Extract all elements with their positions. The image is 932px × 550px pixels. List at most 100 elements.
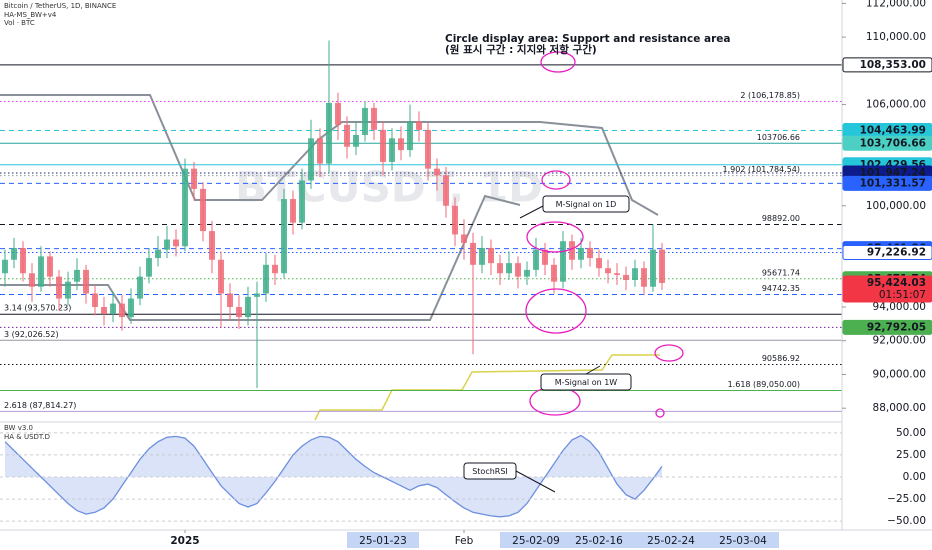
candle-body [65,281,71,299]
candle-body [209,231,215,260]
y-tick-label: 112,000.00 [866,0,926,9]
x-tick-box [635,532,707,548]
annotation: (원 표시 구간 : 지지와 저항 구간) [445,43,597,56]
candle-body [308,138,314,181]
candle-body [227,293,233,307]
candle-body [479,247,485,265]
candle-body [146,258,152,277]
level-label: 103706.66 [757,133,800,142]
candle-body [182,168,188,247]
candle-body [11,247,17,260]
candle-body [659,249,665,283]
y-tick-label: 100,000.00 [866,200,926,212]
osc-area [5,435,662,517]
candle-body [272,264,278,274]
candle-body [110,303,116,314]
x-tick-label: 25-03-04 [719,535,767,547]
candle-body [470,242,476,265]
candle-body [254,293,260,297]
y-tick-label: 88,000.00 [873,402,926,414]
candle-body [623,274,629,280]
candle-body [362,107,368,135]
candle-body [29,273,35,287]
candle-body [263,264,269,294]
candle-body [425,129,431,169]
candle-body [596,258,602,269]
level-label: 90586.92 [762,354,800,363]
candle-body [218,259,224,294]
price-label-box [842,175,932,191]
candle-body [281,199,287,274]
circle [540,51,576,73]
level-label: 3 (92,026.52) [4,330,59,339]
candle-body [344,124,350,147]
candle-body [380,129,386,162]
x-tick-box [500,532,572,548]
candle-body [398,138,404,151]
y-tick-label: −25.00 [887,493,926,505]
annotation: Circle display area: Support and resista… [445,33,730,45]
circle [526,221,584,253]
candle-body [587,247,593,259]
x-tick-label: 25-02-16 [575,535,623,547]
candle-body [101,306,107,314]
price-label-box [842,245,932,261]
candle-body [326,102,332,164]
y-tick-label: 0.00 [903,471,926,483]
y-tick-label: 106,000.00 [866,99,926,111]
candle-body [605,268,611,274]
price-label-box [842,135,932,151]
candle-body [578,247,584,260]
circle [541,170,571,190]
level-label: 1.618 (89,050.00) [728,380,800,389]
y-tick-label: 94,000.00 [873,301,926,313]
candle-body [2,259,8,274]
candle-body [452,205,458,235]
candle-body [560,241,566,282]
candle-body [119,303,125,318]
candle-body [155,249,161,259]
level-label: 1.902 (101,784.54) [723,165,801,174]
candle-body [650,249,656,287]
x-tick-label: 25-02-09 [512,535,560,547]
x-tick-label: 2025 [170,535,199,547]
candle-body [416,121,422,130]
m-signal-lower [0,194,521,321]
price-label-box [842,57,932,73]
callout [540,373,632,391]
candle-body [191,168,197,189]
callout-text: M-Signal on 1D [556,200,617,209]
level-label: 2 (106,178.85) [740,91,800,100]
candle-body [83,269,89,294]
circle [655,408,665,418]
price-label: 104,463.99 [860,124,926,136]
x-tick-label: 25-02-24 [647,535,695,547]
candle-body [290,199,296,223]
symbol-title: Bitcoin / TetherUS, 1D, BINANCE [4,2,116,10]
countdown: 01:51:07 [879,289,926,301]
indicator-name: HA-MS_BW+v4 [4,11,57,19]
circle [654,344,684,362]
y-tick-label: 92,000.00 [873,335,926,347]
candle-body [632,268,638,280]
price-label: 97,226.92 [867,247,926,259]
osc-line [4,434,663,518]
candle-body [533,249,539,270]
price-label-box [842,275,932,303]
candle-body [164,239,170,250]
callout [463,462,517,480]
y-tick-label: 25.00 [896,449,926,461]
candle-body [92,293,98,307]
level-label: 2.618 (87,814.27) [4,401,76,410]
candle-body [245,296,251,318]
candle-body [389,138,395,162]
price-label: 92,792.05 [867,321,926,333]
callout-pointer [515,470,556,493]
candle-body [515,263,521,277]
candle-body [299,180,305,223]
callout [542,195,630,213]
callout-text: StochRSI [472,467,508,476]
candle-body [461,234,467,243]
candle-body [542,249,548,265]
